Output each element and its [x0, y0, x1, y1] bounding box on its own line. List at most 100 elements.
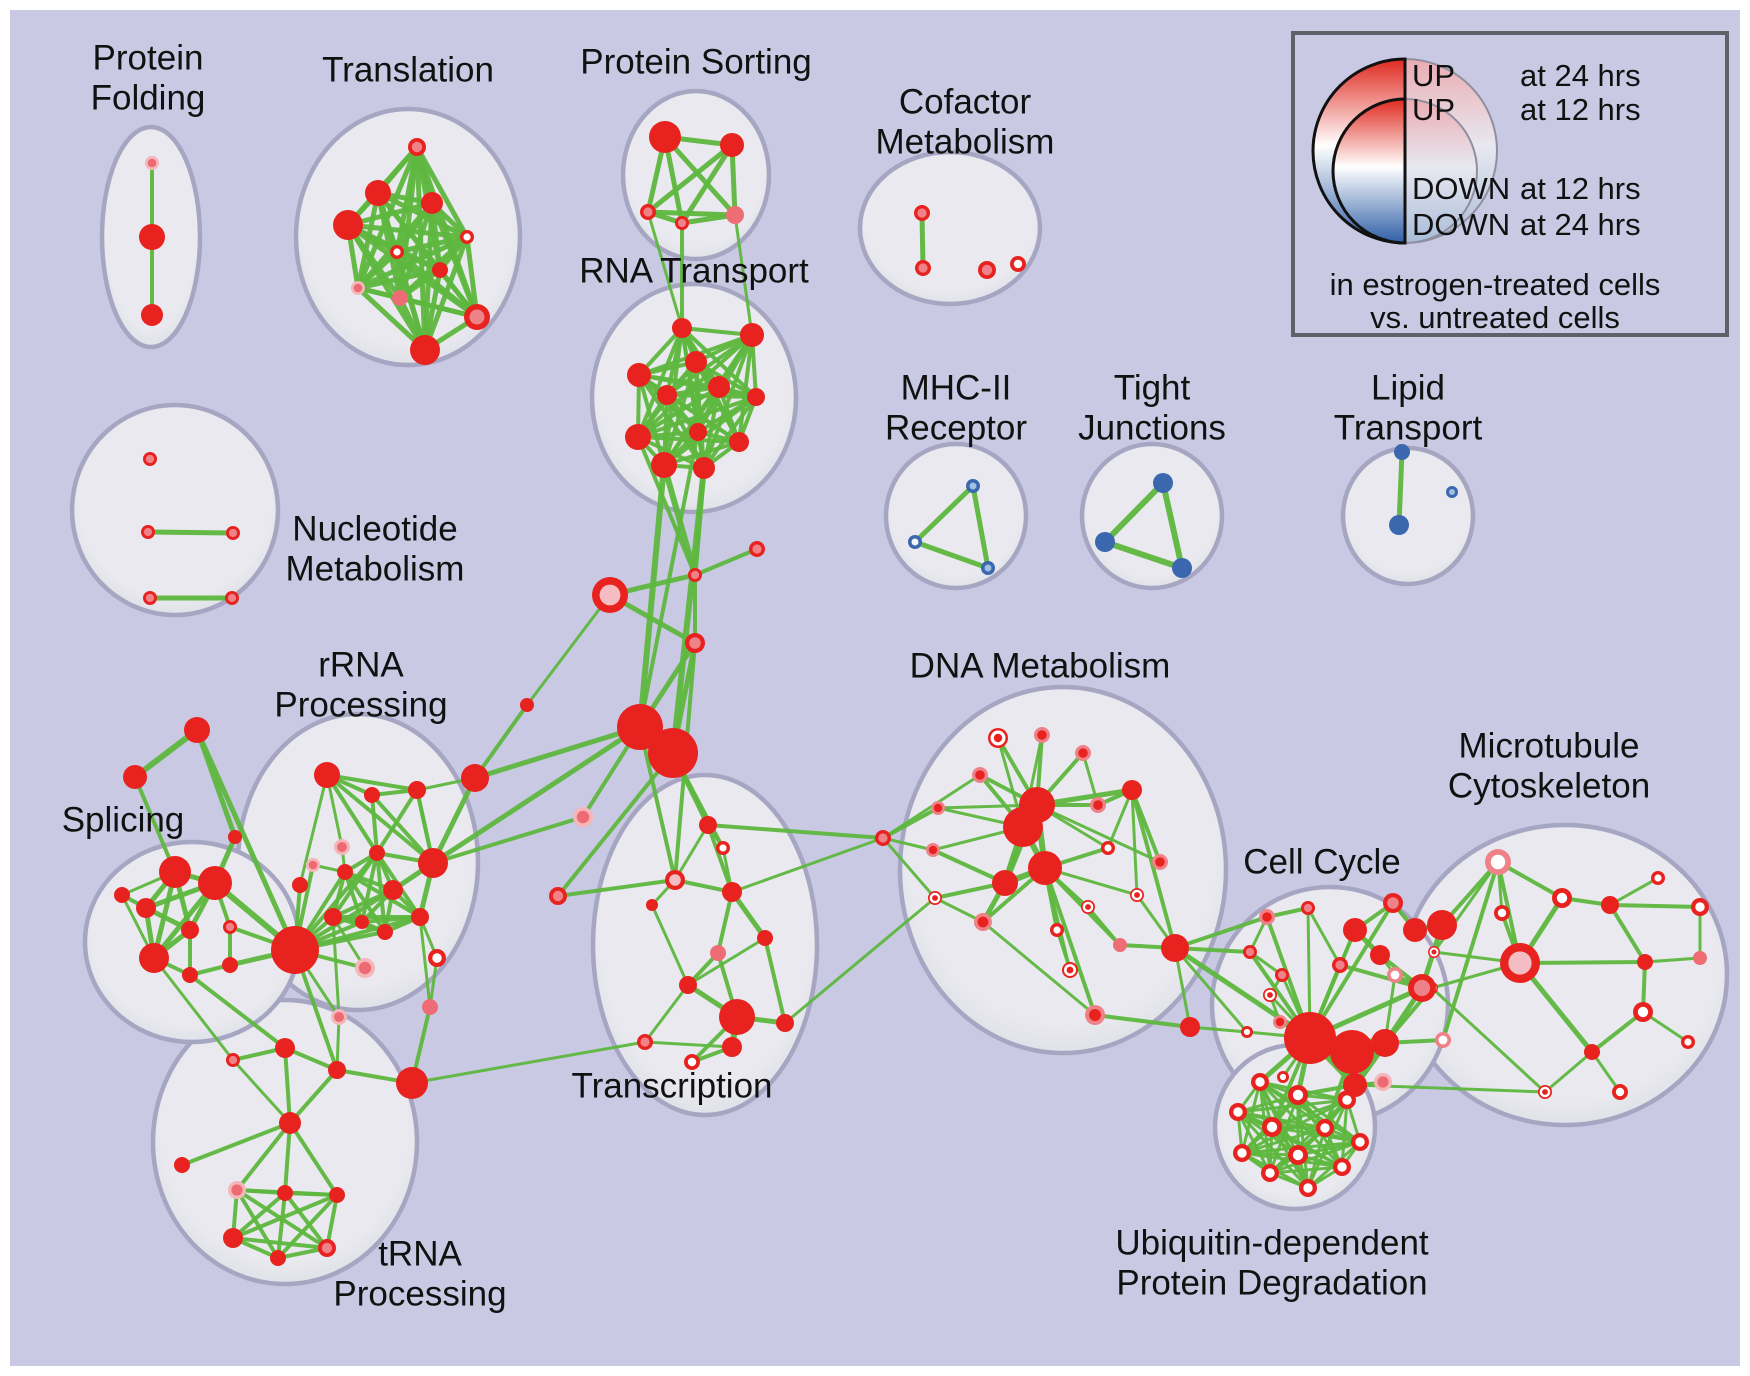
network-node [147, 158, 157, 168]
network-node [231, 1184, 243, 1196]
cluster-label-microtubule: Cytoskeleton [1448, 766, 1650, 805]
network-edge [325, 773, 379, 855]
network-node [689, 637, 701, 649]
cluster-label-proteinFolding: Protein [93, 38, 204, 77]
network-node [1262, 912, 1272, 922]
legend-direction-label: UP [1412, 58, 1455, 93]
network-node [1497, 908, 1507, 918]
network-node [1172, 558, 1192, 578]
network-node [969, 482, 977, 490]
network-edge [1102, 480, 1166, 545]
network-node [1343, 918, 1367, 942]
network-edge [145, 529, 236, 536]
network-node [640, 1037, 650, 1047]
network-edge [686, 936, 767, 987]
network-edge [431, 815, 585, 865]
network-node [1371, 1029, 1399, 1057]
network-edge [1608, 903, 1702, 909]
network-node [411, 141, 423, 153]
network-node [878, 833, 888, 843]
network-edge [706, 823, 734, 894]
network-edge [394, 234, 470, 255]
network-edge [730, 836, 885, 894]
cluster-label-trna: Processing [333, 1274, 506, 1313]
network-edge [1035, 803, 1162, 864]
network-node [408, 781, 426, 799]
network-node [1013, 259, 1023, 269]
network-node [1104, 844, 1112, 852]
network-edge [783, 896, 937, 1025]
network-edge [414, 144, 470, 240]
network-edge [331, 915, 367, 970]
network-node [1449, 489, 1455, 495]
network-node [222, 957, 238, 973]
network-node [1355, 1137, 1365, 1147]
network-node [911, 538, 919, 546]
network-edge [370, 793, 379, 855]
network-edge [283, 1046, 292, 1125]
network-node [1556, 892, 1568, 904]
network-edge [345, 222, 428, 353]
network-edge [1093, 1013, 1192, 1029]
network-node [422, 999, 438, 1015]
network-edge [1441, 860, 1500, 1042]
network-edge [473, 703, 529, 780]
network-node [1275, 1017, 1285, 1027]
network-node [719, 999, 755, 1035]
network-node [720, 133, 744, 157]
network-node [1233, 1107, 1243, 1117]
network-node [279, 1112, 301, 1134]
cluster-label-rnaTransport: RNA Transport [579, 251, 809, 290]
network-edge [345, 222, 470, 240]
network-edge [430, 724, 643, 866]
network-edge [1102, 539, 1185, 571]
cluster-ellipse-dna [897, 684, 1229, 1056]
network-edge [1608, 903, 1647, 964]
network-node [181, 921, 199, 939]
network-node [1330, 1030, 1374, 1074]
network-node [383, 880, 403, 900]
network-edge [375, 788, 419, 855]
network-edge [1396, 449, 1405, 528]
network-edge [716, 890, 734, 955]
network-node [1490, 854, 1506, 870]
network-node [1093, 800, 1103, 810]
network-node [1267, 992, 1273, 998]
network-edge [1130, 788, 1177, 950]
network-node [1089, 1009, 1101, 1021]
network-node [184, 717, 210, 743]
network-node [174, 1157, 190, 1173]
network-edge [430, 775, 478, 866]
cluster-ellipse-mhc [883, 441, 1029, 591]
network-edge [638, 430, 700, 729]
network-edge [733, 213, 754, 337]
cluster-label-rrna: rRNA [318, 645, 404, 684]
network-node [977, 916, 989, 928]
network-node [617, 704, 663, 750]
network-node [377, 924, 393, 940]
legend-caption: in estrogen-treated cells [1330, 267, 1661, 302]
network-node [1303, 1183, 1313, 1193]
network-edge [670, 465, 707, 756]
network-node [1243, 1028, 1251, 1036]
cluster-label-upd: Ubiquitin-dependent [1115, 1223, 1429, 1262]
legend-time-label: at 24 hrs [1520, 58, 1641, 93]
legend-direction-label: UP [1412, 92, 1455, 127]
network-node [1161, 934, 1189, 962]
network-node [649, 121, 681, 153]
network-edge [912, 539, 991, 571]
network-node [1134, 892, 1140, 898]
network-node [1066, 966, 1074, 974]
network-edge [231, 1191, 287, 1240]
nodes-layer [114, 121, 1709, 1266]
network-node [1255, 1077, 1265, 1087]
network-node [1028, 851, 1062, 885]
network-edge [152, 956, 235, 1062]
network-node [984, 564, 992, 572]
network-node [657, 385, 677, 405]
network-node [1508, 951, 1532, 975]
network-node [411, 908, 429, 926]
network-edge [231, 1236, 329, 1250]
network-node [552, 890, 564, 902]
